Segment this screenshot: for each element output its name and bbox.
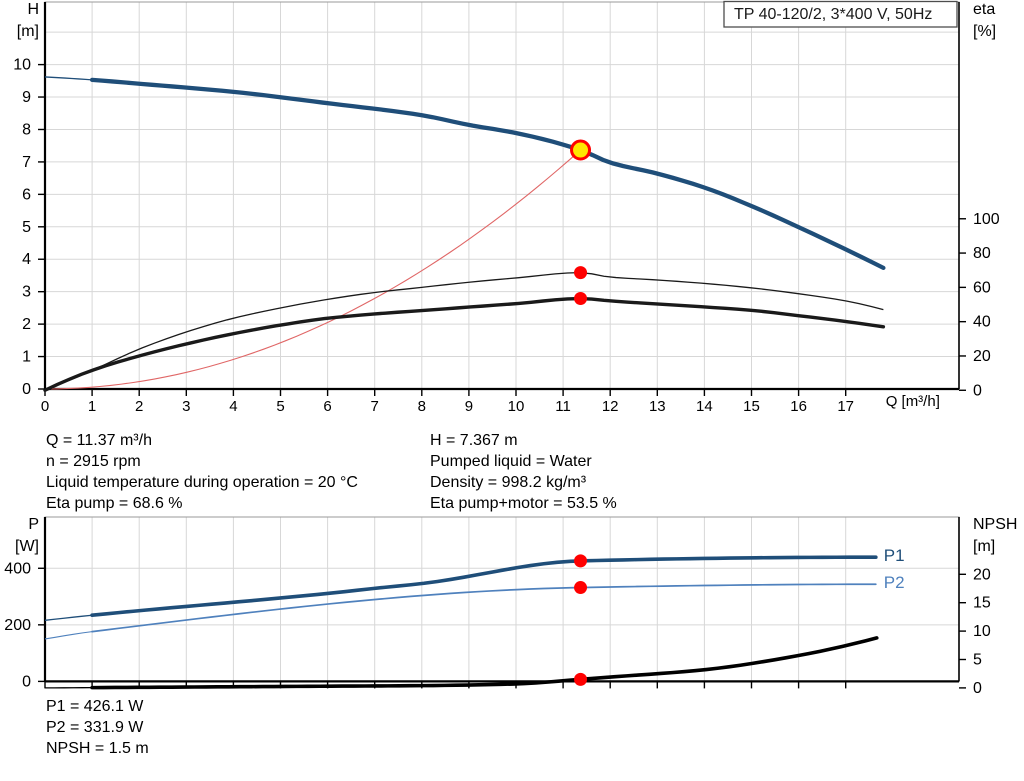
svg-text:17: 17 xyxy=(837,398,854,415)
svg-text:10: 10 xyxy=(508,398,525,415)
svg-text:9: 9 xyxy=(22,89,31,106)
svg-text:7: 7 xyxy=(22,154,31,171)
svg-text:100: 100 xyxy=(973,211,1000,228)
svg-text:12: 12 xyxy=(602,398,619,415)
svg-text:Q [m³/h]: Q [m³/h] xyxy=(886,393,940,410)
svg-text:11: 11 xyxy=(555,398,571,415)
svg-text:14: 14 xyxy=(696,398,713,415)
svg-text:60: 60 xyxy=(973,279,991,296)
svg-text:16: 16 xyxy=(790,398,807,415)
svg-text:10: 10 xyxy=(13,57,31,74)
svg-text:40: 40 xyxy=(973,314,991,331)
svg-text:9: 9 xyxy=(465,398,473,415)
svg-text:8: 8 xyxy=(418,398,426,415)
svg-text:200: 200 xyxy=(4,617,31,634)
svg-text:[%]: [%] xyxy=(973,23,996,40)
svg-text:2: 2 xyxy=(22,316,31,333)
svg-text:2: 2 xyxy=(135,398,143,415)
svg-text:[m]: [m] xyxy=(973,538,995,555)
svg-text:400: 400 xyxy=(4,560,31,577)
svg-text:15: 15 xyxy=(973,595,991,612)
svg-text:20: 20 xyxy=(973,566,991,583)
svg-text:80: 80 xyxy=(973,245,991,262)
svg-text:H: H xyxy=(27,1,39,18)
svg-text:7: 7 xyxy=(371,398,379,415)
svg-text:3: 3 xyxy=(182,398,190,415)
svg-text:20: 20 xyxy=(973,348,991,365)
svg-text:0: 0 xyxy=(22,381,31,398)
svg-text:P: P xyxy=(28,516,39,533)
svg-text:5: 5 xyxy=(22,219,31,236)
svg-text:5: 5 xyxy=(276,398,284,415)
svg-text:NPSH: NPSH xyxy=(973,516,1017,533)
svg-text:0: 0 xyxy=(41,398,49,415)
svg-text:8: 8 xyxy=(22,122,31,139)
svg-text:6: 6 xyxy=(323,398,331,415)
svg-text:P1: P1 xyxy=(884,546,905,565)
svg-text:TP 40-120/2, 3*400 V, 50Hz: TP 40-120/2, 3*400 V, 50Hz xyxy=(734,6,932,23)
svg-text:0: 0 xyxy=(973,680,982,697)
svg-text:eta: eta xyxy=(973,1,995,18)
svg-text:1: 1 xyxy=(22,349,31,366)
svg-text:6: 6 xyxy=(22,186,31,203)
svg-text:P2: P2 xyxy=(884,573,905,592)
svg-text:[m]: [m] xyxy=(17,23,39,40)
svg-text:4: 4 xyxy=(229,398,237,415)
svg-text:[W]: [W] xyxy=(15,538,39,555)
svg-text:13: 13 xyxy=(649,398,666,415)
svg-text:15: 15 xyxy=(743,398,760,415)
svg-text:0: 0 xyxy=(22,673,31,690)
svg-text:5: 5 xyxy=(973,652,982,669)
svg-text:0: 0 xyxy=(973,382,982,399)
svg-text:3: 3 xyxy=(22,284,31,301)
svg-text:1: 1 xyxy=(88,398,96,415)
svg-text:10: 10 xyxy=(973,623,991,640)
svg-text:4: 4 xyxy=(22,251,31,268)
